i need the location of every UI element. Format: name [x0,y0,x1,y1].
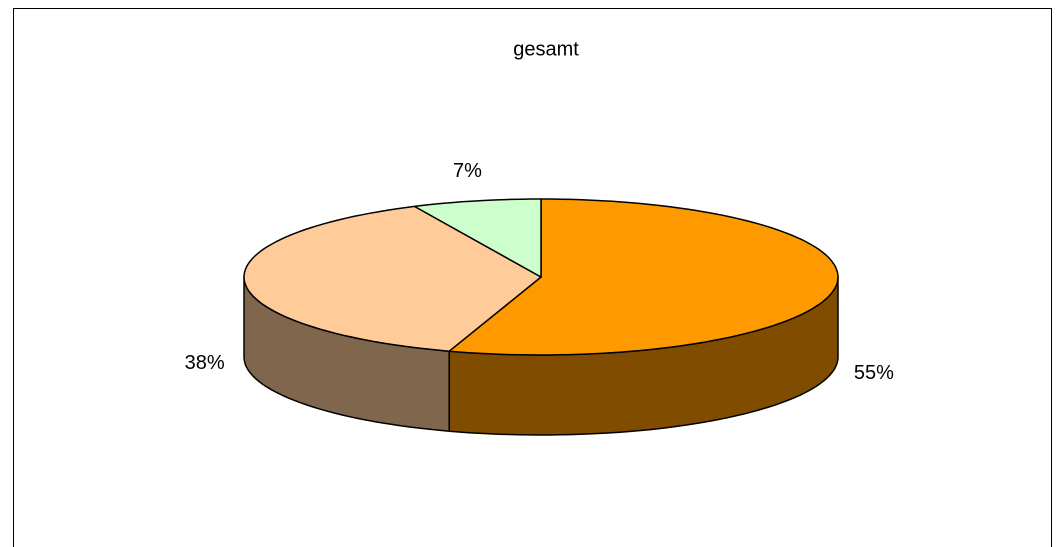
data-label: 7% [453,160,482,182]
data-label: 38% [185,352,225,374]
pie-slice [448,198,839,356]
pie-slice [413,198,542,278]
data-label: 55% [854,362,894,384]
pie-slice [243,205,542,352]
chart-title: gesamt [513,38,579,60]
